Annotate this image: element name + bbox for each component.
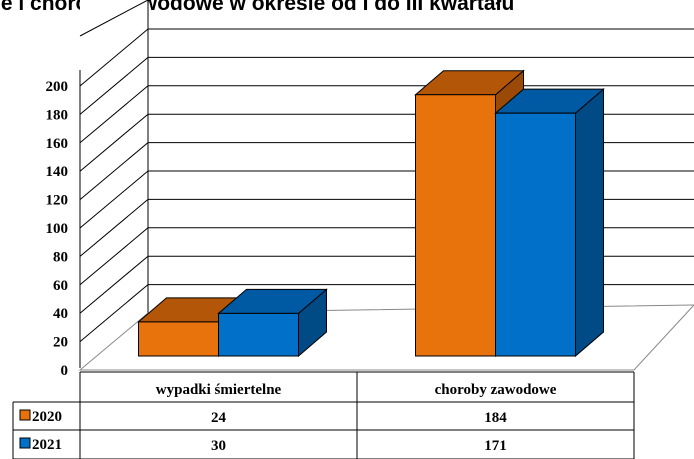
y-tick-label: 160: [46, 136, 69, 152]
data-label: 30: [211, 438, 226, 454]
y-tick-label: 100: [46, 221, 69, 237]
y-axis-ticks: 0 20 40 60 80 100 120 140 160 180 200: [46, 79, 69, 379]
bar-2021-1: [494, 88, 605, 358]
bar-front: [218, 312, 299, 357]
legend-swatch-2020: [19, 409, 31, 421]
bar-front: [138, 321, 219, 357]
y-tick-label: 120: [46, 193, 69, 209]
gridline: [79, 0, 149, 37]
y-tick-label: 60: [53, 278, 68, 294]
y-tick-label: 20: [53, 335, 68, 351]
y-tick-label: 140: [46, 164, 69, 180]
y-tick-label: 80: [53, 249, 68, 265]
bar-2021-0: [217, 288, 328, 358]
x-category-label: wypadki śmiertelne: [156, 382, 282, 398]
x-category-label: choroby zawodowe: [435, 382, 557, 398]
legend-label-2021: 2021: [32, 437, 62, 453]
bars: [137, 69, 605, 358]
gridline: [79, 28, 694, 87]
data-label: 24: [211, 410, 227, 426]
gridline: [79, 56, 694, 115]
chart-title: ne i choroby zawodowe w okresie od I do …: [0, 0, 514, 15]
legend-swatch-2021: [19, 437, 31, 449]
y-tick-label: 180: [46, 107, 69, 123]
side-wall: [80, 0, 148, 370]
bar-front: [495, 112, 576, 357]
y-tick-label: 0: [61, 363, 69, 379]
bar-side: [575, 88, 604, 358]
data-label: 171: [484, 438, 507, 454]
data-label: 184: [484, 410, 507, 426]
y-tick-label: 200: [46, 79, 69, 95]
bar-front: [415, 94, 496, 357]
legend-label-2020: 2020: [32, 409, 62, 425]
data-table: wypadki śmiertelne choroby zawodowe 2020 24…: [12, 371, 635, 459]
y-tick-label: 40: [53, 306, 68, 322]
